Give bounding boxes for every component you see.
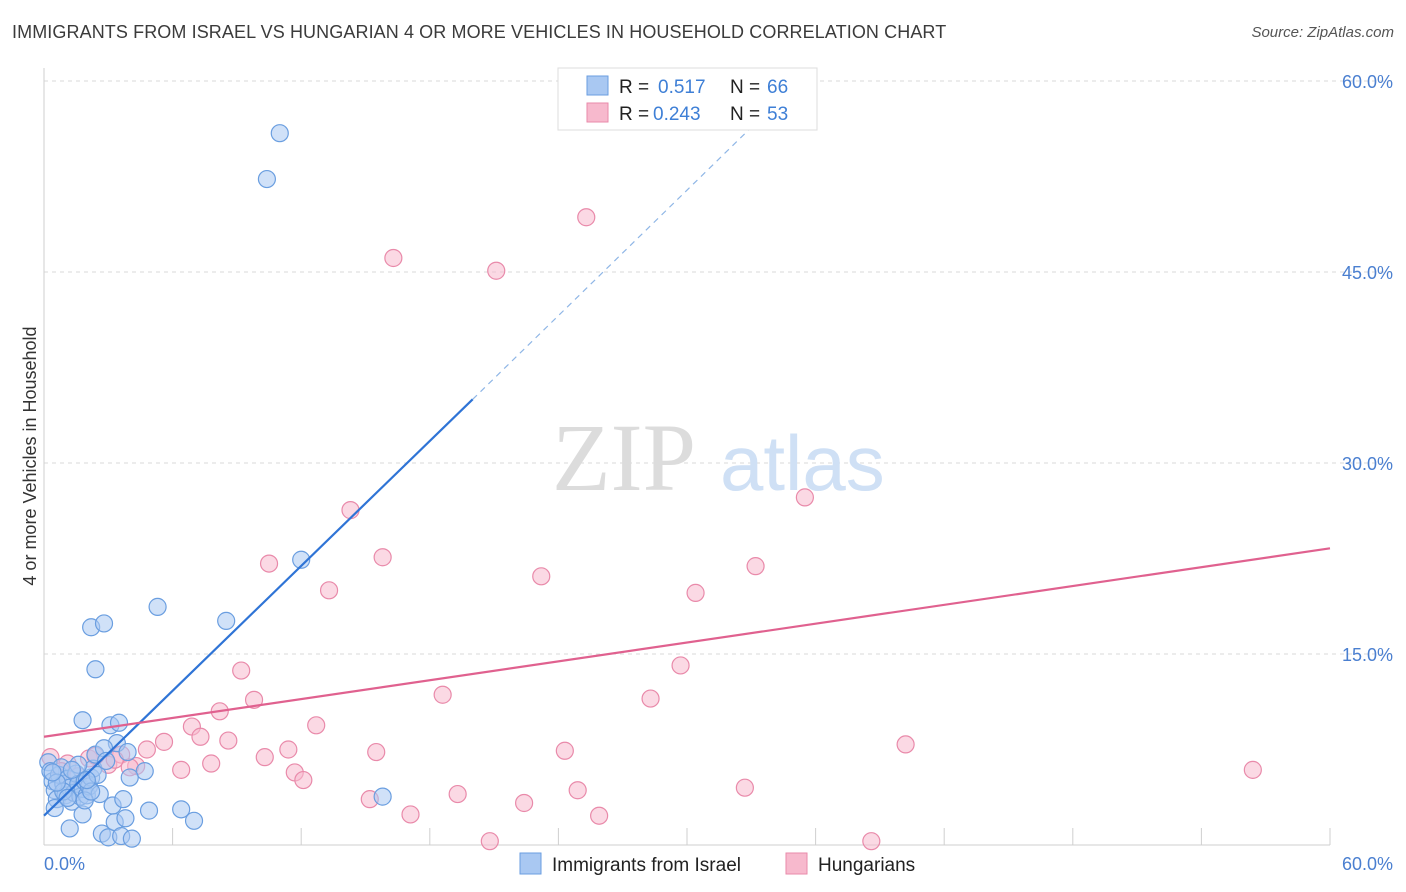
hungarians-point[interactable] (480, 832, 499, 851)
legend-hung-r-value: 0.243 (653, 104, 701, 125)
legend-hung-swatch (586, 102, 609, 123)
y-tick-label: 15.0% (1342, 645, 1393, 665)
x-tick-min: 0.0% (44, 854, 85, 874)
hungarians-point[interactable] (219, 731, 238, 750)
hungarians-point[interactable] (294, 770, 313, 790)
hungarians-point[interactable] (154, 732, 174, 751)
hungarians-point[interactable] (172, 760, 191, 779)
hungarians-point[interactable] (307, 716, 326, 735)
israel-point[interactable] (60, 819, 79, 838)
israel-point[interactable] (86, 660, 105, 679)
legend-israel-n-value: 66 (767, 77, 788, 98)
hungarians-trend-line (43, 547, 1331, 738)
israel-point[interactable] (292, 550, 311, 569)
israel-point[interactable] (97, 751, 116, 771)
legend-hung-r-label: R = (619, 104, 654, 125)
legend-israel-r-value: 0.517 (658, 77, 706, 98)
israel-point[interactable] (77, 770, 96, 790)
y-tick-labels: 15.0% 30.0% 45.0% 60.0% (1342, 72, 1393, 665)
hungarians-point[interactable] (641, 689, 660, 708)
hungarians-point[interactable] (319, 581, 339, 600)
legend-israel-swatch (586, 75, 609, 96)
hungarians-point[interactable] (896, 735, 915, 754)
hungarians-point[interactable] (487, 261, 506, 280)
hungarians-point[interactable] (577, 208, 596, 227)
israel-point[interactable] (118, 742, 137, 762)
hungarians-point[interactable] (671, 656, 690, 675)
y-axis-label: 4 or more Vehicles in Household (20, 326, 40, 585)
israel-point[interactable] (172, 800, 191, 819)
trend-lines (43, 106, 1331, 817)
israel-point[interactable] (120, 768, 139, 787)
legend-israel-r-label: R = (619, 77, 654, 98)
legend-hung-n-value: 53 (767, 104, 788, 125)
israel-point[interactable] (58, 788, 77, 807)
y-tick-label: 60.0% (1342, 72, 1393, 92)
israel-point[interactable] (73, 711, 92, 730)
source-label: Source: ZipAtlas.com (1251, 24, 1394, 41)
israel-point[interactable] (62, 760, 81, 779)
israel-point[interactable] (122, 829, 141, 848)
bottom-legend-hung-swatch[interactable] (785, 852, 808, 875)
hungarians-point[interactable] (532, 567, 551, 586)
hungarians-point[interactable] (232, 661, 251, 680)
hungarians-point[interactable] (341, 501, 360, 520)
hungarians-point[interactable] (735, 778, 754, 797)
hungarians-point[interactable] (367, 742, 386, 762)
stats-legend: R = 0.517 N = 66 R = 0.243 N = 53 (557, 67, 818, 131)
israel-point[interactable] (109, 713, 129, 732)
hungarians-point[interactable] (279, 740, 298, 759)
israel-point[interactable] (139, 801, 159, 820)
watermark-zip: ZIP (552, 404, 696, 511)
hungarians-point[interactable] (590, 806, 609, 825)
israel-point[interactable] (94, 614, 114, 633)
hungarians-point[interactable] (795, 488, 814, 507)
hungarians-point[interactable] (259, 554, 279, 573)
hungarians-point[interactable] (373, 548, 392, 567)
hungarians-point[interactable] (191, 727, 210, 746)
israel-point[interactable] (270, 124, 289, 143)
bottom-legend-hung-label[interactable]: Hungarians (818, 855, 915, 876)
israel-point[interactable] (116, 809, 135, 828)
hungarians-point[interactable] (862, 832, 881, 851)
y-tick-label: 45.0% (1342, 263, 1393, 283)
israel-point[interactable] (217, 611, 236, 630)
hungarians-point[interactable] (384, 248, 403, 268)
israel-point[interactable] (114, 790, 133, 809)
hungarians-point[interactable] (568, 781, 587, 800)
israel-point[interactable] (135, 762, 154, 781)
hungarians-point[interactable] (515, 793, 534, 813)
legend-hung-n-label: N = (730, 104, 765, 125)
legend-israel-n-label: N = (730, 77, 765, 98)
series-legend: Immigrants from Israel Hungarians (519, 852, 915, 876)
israel-trend-line (43, 398, 474, 817)
bottom-legend-israel-label[interactable]: Immigrants from Israel (552, 855, 741, 876)
israel-point[interactable] (373, 787, 392, 806)
grid-lines (44, 80, 1393, 845)
hungarians-point[interactable] (448, 784, 467, 804)
chart-title: IMMIGRANTS FROM ISRAEL VS HUNGARIAN 4 OR… (12, 22, 947, 42)
hungarians-points (41, 208, 1262, 851)
y-tick-label: 30.0% (1342, 454, 1393, 474)
hungarians-point[interactable] (244, 690, 264, 709)
israel-point[interactable] (45, 798, 64, 818)
israel-point[interactable] (148, 597, 167, 616)
hungarians-point[interactable] (202, 754, 221, 773)
israel-points (39, 124, 392, 848)
hungarians-point[interactable] (433, 685, 452, 704)
hungarians-point[interactable] (686, 583, 705, 602)
hungarians-point[interactable] (555, 741, 574, 760)
hungarians-point[interactable] (401, 805, 420, 824)
israel-point[interactable] (184, 811, 204, 830)
israel-point[interactable] (43, 763, 62, 782)
hungarians-point[interactable] (1243, 760, 1262, 779)
israel-trend-extension (472, 106, 774, 400)
israel-point[interactable] (257, 169, 277, 189)
hungarians-point[interactable] (746, 557, 765, 576)
bottom-legend-israel-swatch[interactable] (519, 852, 542, 875)
hungarians-point[interactable] (255, 748, 274, 767)
x-tick-max: 60.0% (1342, 854, 1393, 874)
hungarians-point[interactable] (137, 740, 156, 759)
